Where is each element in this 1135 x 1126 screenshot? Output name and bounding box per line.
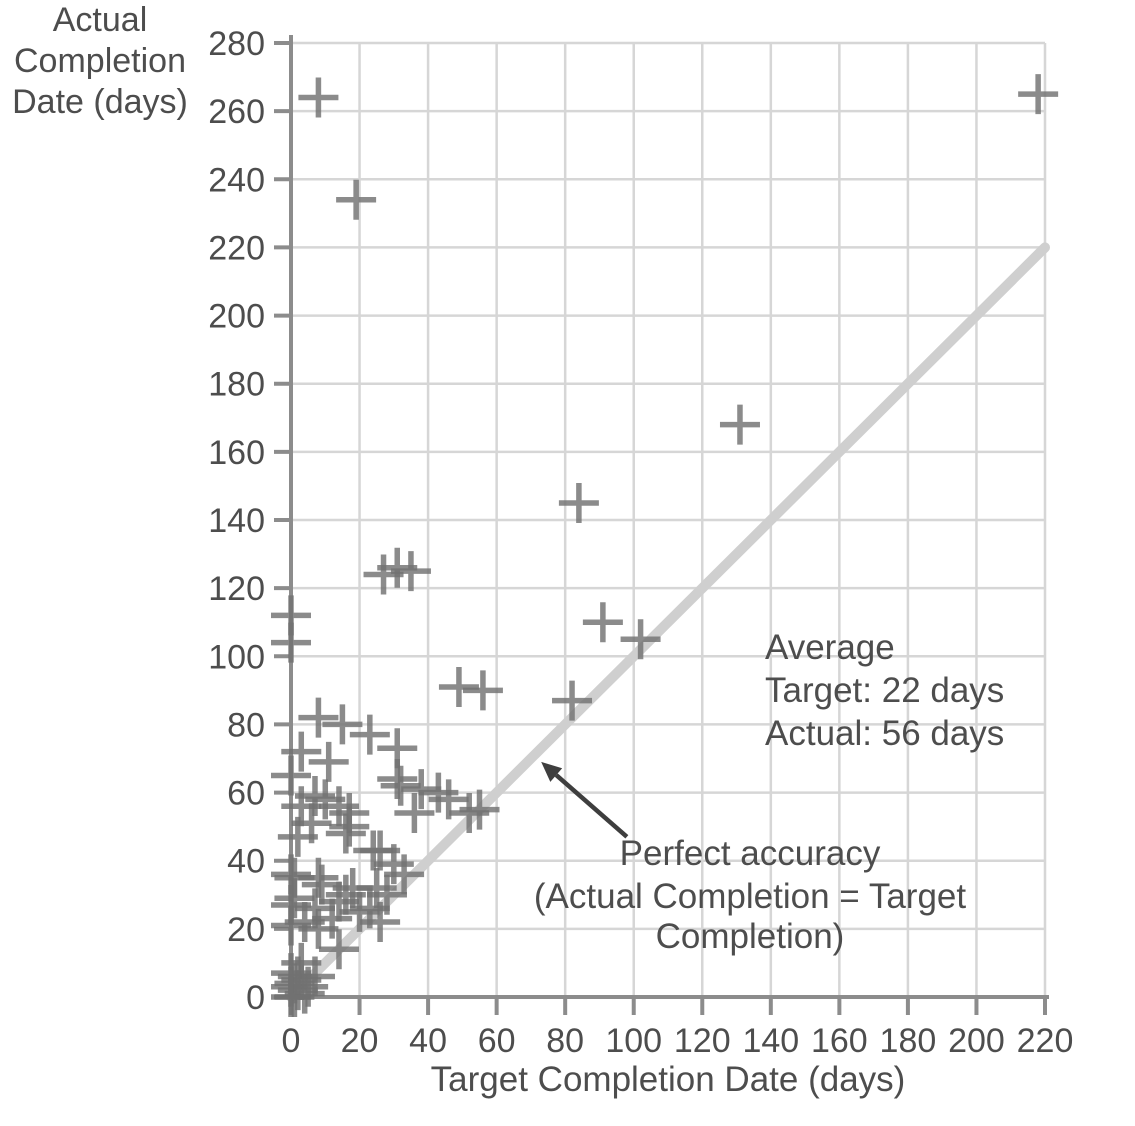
data-point-marker	[271, 905, 311, 946]
y-tick-label: 20	[227, 911, 265, 949]
x-tick-label: 120	[674, 1022, 731, 1060]
data-point-marker	[1018, 74, 1059, 115]
data-point-marker	[336, 179, 377, 220]
data-point-marker	[271, 622, 311, 663]
data-point-marker	[298, 77, 339, 118]
x-tick-label: 60	[478, 1022, 516, 1060]
y-tick-label: 160	[208, 434, 265, 472]
y-tick-label: 260	[208, 93, 265, 131]
data-point-marker	[298, 908, 339, 949]
data-point-marker	[380, 765, 421, 806]
perfect-accuracy-label: Perfect accuracy	[619, 834, 881, 873]
data-point-marker	[318, 786, 359, 827]
average-annotation-title: Average	[765, 628, 895, 667]
x-tick-label: 140	[742, 1022, 799, 1060]
data-point-marker	[401, 769, 442, 810]
y-tick-label: 220	[208, 229, 265, 267]
y-tick-label: 140	[208, 502, 265, 540]
average-actual-value: Actual: 56 days	[765, 714, 1005, 753]
data-point-marker	[438, 666, 479, 707]
data-point-marker	[281, 731, 322, 772]
y-tick-label: 40	[227, 843, 265, 881]
data-point-marker	[360, 902, 401, 943]
y-tick-label: 120	[208, 570, 265, 608]
data-point-marker	[271, 755, 311, 796]
x-tick-label: 180	[880, 1022, 937, 1060]
data-point-marker	[356, 867, 397, 908]
data-point-marker	[377, 758, 418, 799]
data-point-marker	[277, 970, 318, 1011]
data-point-marker	[384, 854, 425, 895]
x-tick-label: 100	[605, 1022, 662, 1060]
data-point-marker	[719, 404, 760, 445]
data-point-marker	[462, 670, 503, 711]
data-point-marker	[318, 881, 359, 922]
annotation-arrowhead	[541, 761, 563, 782]
x-tick-label: 160	[811, 1022, 868, 1060]
x-tick-label: 0	[282, 1022, 301, 1060]
y-tick-label: 100	[208, 638, 265, 676]
data-point-marker	[298, 857, 339, 898]
y-axis-title-line: Completion	[14, 42, 186, 80]
data-point-marker	[620, 619, 661, 660]
data-point-marker	[271, 977, 311, 1017]
y-tick-label: 60	[227, 775, 265, 813]
data-point-marker	[582, 602, 623, 643]
data-point-marker	[322, 704, 363, 745]
data-point-marker	[301, 864, 342, 905]
data-point-marker	[349, 714, 390, 755]
average-annotation: Average Target: 22 days Actual: 56 days	[765, 626, 1004, 755]
x-tick-label: 220	[1017, 1022, 1074, 1060]
y-tick-label: 0	[246, 979, 265, 1017]
data-point-marker	[281, 786, 322, 827]
x-tick-label: 20	[341, 1022, 379, 1060]
data-point-marker	[373, 844, 414, 885]
x-tick-label: 200	[948, 1022, 1005, 1060]
data-point-marker	[394, 793, 435, 834]
x-axis-title: Target Completion Date (days)	[430, 1060, 906, 1099]
y-tick-label: 180	[208, 366, 265, 404]
y-axis-title-line: Date (days)	[12, 83, 188, 121]
y-axis-title-line: Actual	[52, 1, 148, 39]
data-point-marker	[325, 813, 366, 854]
perfect-accuracy-sublabel: (Actual Completion = Target Completion)	[533, 877, 967, 956]
data-point-marker	[418, 772, 459, 813]
y-tick-label: 240	[208, 161, 265, 199]
y-axis-title: Actual Completion Date (days)	[0, 0, 200, 123]
y-tick-label: 200	[208, 298, 265, 336]
data-point-marker	[552, 680, 593, 721]
data-point-marker	[558, 482, 599, 523]
data-point-marker	[318, 929, 359, 970]
average-target-value: Target: 22 days	[765, 671, 1005, 710]
annotation-arrow-shaft	[554, 773, 629, 839]
data-point-marker	[277, 816, 318, 857]
y-tick-label: 280	[208, 25, 265, 63]
x-tick-label: 80	[546, 1022, 584, 1060]
data-point-marker	[329, 806, 370, 847]
data-point-marker	[449, 793, 490, 834]
y-tick-label: 80	[227, 706, 265, 744]
x-tick-label: 40	[409, 1022, 447, 1060]
data-point-marker	[339, 891, 380, 932]
data-point-marker	[298, 697, 339, 738]
data-point-marker	[308, 741, 349, 782]
data-point-marker	[428, 779, 469, 820]
data-point-marker	[274, 878, 315, 919]
data-point-marker	[390, 551, 431, 592]
data-point-marker	[459, 789, 500, 830]
